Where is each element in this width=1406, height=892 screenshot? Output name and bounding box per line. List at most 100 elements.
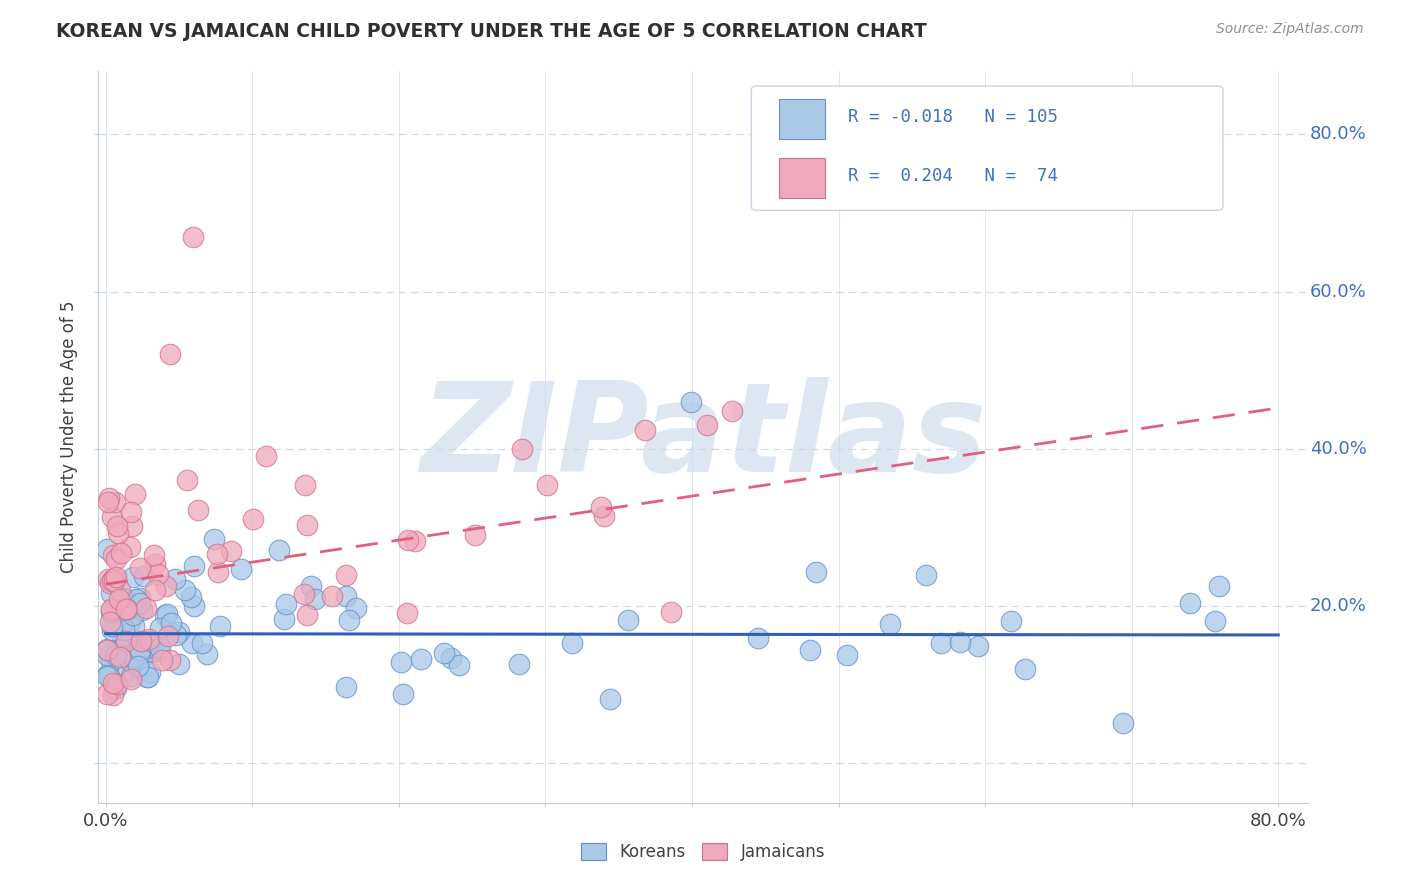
- Point: [98, 491, 121, 506]
- Point: [335, 589, 357, 603]
- Point: [111, 591, 134, 606]
- Point: [124, 592, 146, 607]
- Point: [915, 567, 938, 582]
- Point: [122, 650, 145, 665]
- Point: [121, 519, 143, 533]
- Point: [112, 591, 135, 605]
- Point: [304, 592, 326, 607]
- Point: [508, 657, 530, 671]
- Point: [589, 500, 612, 515]
- Point: [440, 650, 463, 665]
- Point: [122, 608, 145, 623]
- Point: [129, 633, 152, 648]
- Point: [197, 648, 219, 662]
- Point: [120, 673, 142, 687]
- Point: [536, 478, 558, 492]
- Point: [335, 568, 357, 582]
- Point: [129, 646, 152, 660]
- Point: [273, 612, 295, 626]
- Point: [174, 583, 197, 598]
- Point: [747, 631, 769, 645]
- Point: [111, 635, 134, 649]
- FancyBboxPatch shape: [779, 158, 825, 198]
- Point: [103, 574, 125, 588]
- Point: [229, 561, 252, 575]
- Point: [294, 478, 316, 492]
- Point: [209, 619, 232, 633]
- Point: [101, 676, 124, 690]
- Point: [114, 648, 136, 663]
- Point: [1014, 662, 1036, 676]
- Point: [104, 648, 127, 663]
- Point: [100, 603, 122, 617]
- Point: [949, 635, 972, 649]
- Point: [165, 572, 187, 586]
- Point: [110, 583, 132, 598]
- Point: [110, 546, 132, 560]
- Point: [146, 567, 169, 582]
- Point: [167, 624, 190, 639]
- FancyBboxPatch shape: [779, 99, 825, 139]
- Point: [1000, 614, 1022, 628]
- Point: [107, 525, 129, 540]
- Point: [97, 669, 120, 683]
- Point: [181, 229, 204, 244]
- Point: [118, 615, 141, 629]
- Point: [120, 669, 142, 683]
- Point: [131, 651, 153, 665]
- Point: [721, 404, 744, 418]
- Point: [321, 590, 343, 604]
- Point: [396, 607, 419, 621]
- Point: [103, 572, 125, 586]
- Point: [1208, 578, 1230, 592]
- Point: [136, 670, 159, 684]
- Point: [101, 688, 124, 702]
- Point: [100, 654, 122, 668]
- Point: [105, 681, 128, 695]
- Point: [165, 628, 187, 642]
- Point: [125, 651, 148, 665]
- Text: KOREAN VS JAMAICAN CHILD POVERTY UNDER THE AGE OF 5 CORRELATION CHART: KOREAN VS JAMAICAN CHILD POVERTY UNDER T…: [56, 22, 927, 41]
- Point: [115, 602, 138, 616]
- Point: [159, 615, 181, 630]
- Point: [103, 494, 125, 508]
- Point: [599, 692, 621, 706]
- Point: [159, 347, 181, 361]
- Point: [97, 495, 120, 509]
- Point: [180, 590, 202, 604]
- Point: [659, 605, 682, 619]
- Point: [110, 650, 132, 665]
- Point: [115, 602, 138, 616]
- Point: [96, 641, 118, 656]
- Y-axis label: Child Poverty Under the Age of 5: Child Poverty Under the Age of 5: [60, 301, 79, 574]
- Point: [187, 503, 209, 517]
- Point: [96, 686, 118, 700]
- Point: [138, 665, 160, 679]
- Point: [409, 652, 432, 666]
- Point: [464, 528, 486, 542]
- Point: [120, 540, 142, 554]
- Point: [148, 643, 170, 657]
- Point: [136, 670, 159, 684]
- Point: [100, 645, 122, 659]
- Point: [96, 542, 118, 557]
- Point: [335, 681, 357, 695]
- Point: [295, 608, 318, 623]
- Legend: Koreans, Jamaicans: Koreans, Jamaicans: [574, 836, 832, 868]
- Point: [593, 509, 616, 524]
- Point: [156, 607, 179, 621]
- Point: [128, 643, 150, 657]
- Text: R =  0.204   N =  74: R = 0.204 N = 74: [848, 167, 1059, 185]
- Point: [129, 596, 152, 610]
- Point: [107, 677, 129, 691]
- Point: [117, 663, 139, 677]
- Point: [143, 558, 166, 572]
- Point: [616, 613, 638, 627]
- Point: [149, 621, 172, 635]
- Point: [337, 613, 360, 627]
- Point: [269, 543, 291, 558]
- Point: [561, 636, 583, 650]
- Point: [183, 559, 205, 574]
- Point: [176, 473, 198, 487]
- Point: [138, 634, 160, 648]
